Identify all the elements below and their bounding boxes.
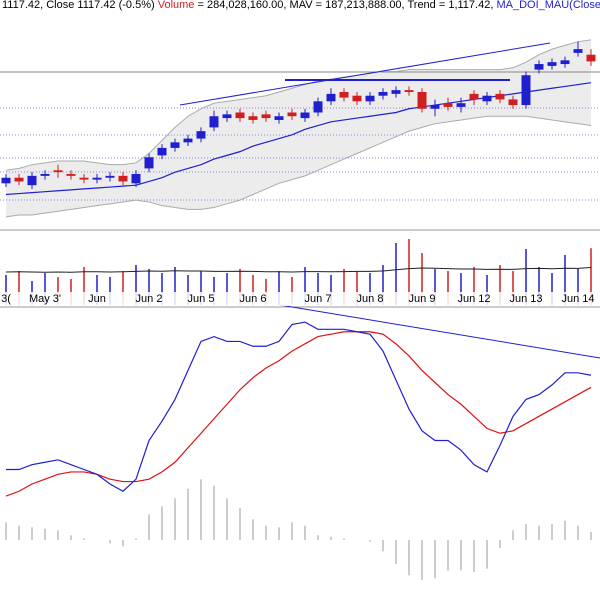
trendline — [279, 304, 600, 359]
x-tick-label: Jun — [88, 293, 106, 305]
ma-line — [5, 82, 592, 196]
candle-body — [443, 103, 453, 107]
candle-body — [495, 93, 505, 100]
band-area — [6, 39, 591, 217]
candle-body — [1, 177, 11, 184]
candle-body — [586, 54, 596, 62]
candle-body — [430, 105, 440, 109]
header-segment: MA_DOI_MAU(Close,20) — [493, 0, 600, 11]
candle-body — [391, 90, 401, 94]
candle-body — [573, 49, 583, 53]
candle-body — [508, 99, 518, 106]
candle-body — [560, 60, 570, 65]
candle-body — [456, 103, 466, 107]
candle-body — [92, 177, 102, 180]
candle-body — [14, 177, 24, 182]
x-tick-label: Jun 13 — [509, 293, 542, 305]
candle-body — [144, 157, 154, 169]
upper-band — [5, 39, 592, 171]
x-tick-label: May 3' — [29, 293, 61, 305]
candle-body — [183, 138, 193, 143]
x-tick-label: Jun 5 — [188, 293, 215, 305]
header-segment: Volume — [155, 0, 195, 11]
candle-body — [534, 64, 544, 70]
x-tick-label: Jun 6 — [240, 293, 267, 305]
candle-body — [521, 75, 531, 106]
levels — [0, 107, 600, 201]
x-tick-label: Jun 8 — [357, 293, 384, 305]
candle-body — [66, 174, 76, 176]
x-tick-label: Jun 2 — [136, 293, 163, 305]
layout — [0, 71, 600, 308]
candle-body — [365, 95, 375, 102]
x-tick-label: Jun 12 — [457, 293, 490, 305]
candle-body — [27, 175, 37, 186]
candle-body — [248, 116, 258, 120]
x-tick-label: Jun 14 — [561, 293, 594, 305]
candle-body — [118, 175, 128, 182]
candle-body — [53, 170, 63, 173]
candle-body — [482, 95, 492, 102]
candle-body — [274, 116, 284, 120]
candle-body — [547, 62, 557, 66]
header-segment: 1117.42, Close 1117.42 (-0.5%) — [2, 0, 155, 11]
candle-body — [326, 93, 336, 102]
x-tick-label: Jun 9 — [409, 293, 436, 305]
candle-body — [209, 116, 219, 128]
header: 1117.42, Close 1117.42 (-0.5%) Volume = … — [2, 0, 600, 11]
candle-body — [404, 90, 414, 92]
signal-line — [5, 331, 592, 497]
x-tick-label: 3( — [1, 293, 11, 305]
lower-band — [5, 115, 592, 218]
candle-body — [235, 112, 245, 119]
candle-body — [339, 92, 349, 98]
candle-body — [417, 92, 427, 109]
candle-body — [131, 174, 141, 184]
candle-body — [300, 112, 310, 119]
candle-body — [170, 142, 180, 148]
candle-body — [40, 174, 50, 176]
candle-body — [287, 112, 297, 117]
mav-line — [5, 267, 592, 273]
trendline — [179, 42, 551, 106]
header-segment: = 284,028,160.00, MAV = 187,213,888.00, … — [194, 0, 493, 11]
candle-body — [222, 114, 232, 119]
date-strip — [0, 292, 600, 306]
candle-body — [79, 177, 89, 180]
candle-body — [469, 93, 479, 100]
x-tick-label: Jun 7 — [305, 293, 332, 305]
candle-body — [105, 175, 115, 178]
candle-body — [261, 114, 271, 119]
candle-body — [157, 147, 167, 156]
macd-line — [6, 321, 592, 492]
candle-body — [352, 95, 362, 102]
candle-body — [378, 92, 388, 96]
candle-body — [196, 131, 206, 139]
candle-body — [313, 101, 323, 113]
